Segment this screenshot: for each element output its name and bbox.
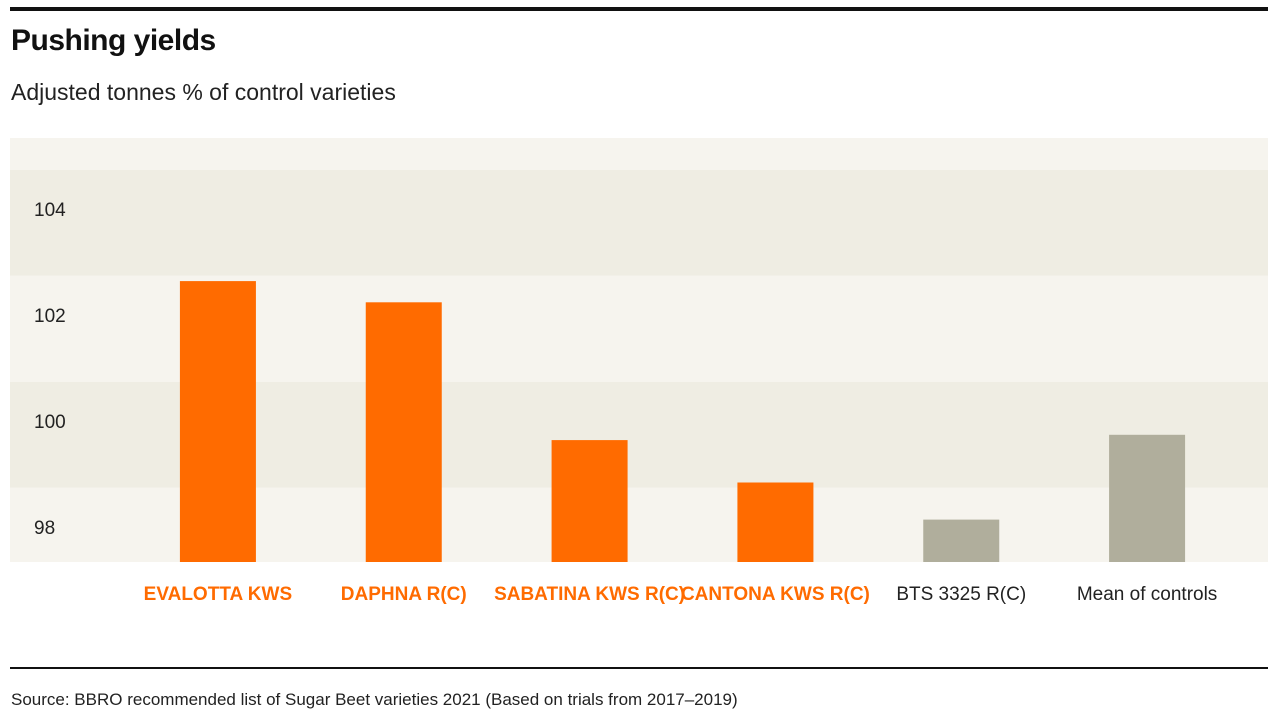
top-rule (10, 7, 1268, 11)
category-label: Mean of controls (1077, 584, 1217, 605)
grid-band (10, 138, 1268, 170)
chart-subtitle: Adjusted tonnes % of control varieties (11, 79, 396, 105)
bar (365, 302, 442, 562)
bars (179, 281, 1186, 562)
category-label: SABATINA KWS R(C) (494, 584, 685, 605)
source-note: Source: BBRO recommended list of Sugar B… (11, 690, 738, 709)
bottom-rule (10, 667, 1268, 669)
bar (551, 440, 628, 562)
bar (923, 519, 1000, 562)
grid-band (10, 169, 1268, 276)
y-tick-label: 104 (34, 200, 66, 221)
y-tick-label: 102 (34, 306, 66, 327)
chart-title: Pushing yields (11, 24, 216, 57)
category-labels: EVALOTTA KWS DAPHNA R(C) SABATINA KWS R(C)… (144, 584, 1218, 605)
bar (1109, 434, 1186, 562)
y-tick-label: 100 (34, 412, 66, 433)
bar (737, 482, 814, 562)
y-tick-label: 98 (34, 518, 55, 539)
y-axis-ticks: 98 100 102 104 (34, 200, 66, 539)
category-label: BTS 3325 R(C) (896, 584, 1026, 605)
category-label: DAPHNA R(C) (341, 584, 467, 605)
category-label: CANTONA KWS R(C) (681, 584, 870, 605)
bar (179, 281, 256, 562)
category-label: EVALOTTA KWS (144, 584, 292, 605)
